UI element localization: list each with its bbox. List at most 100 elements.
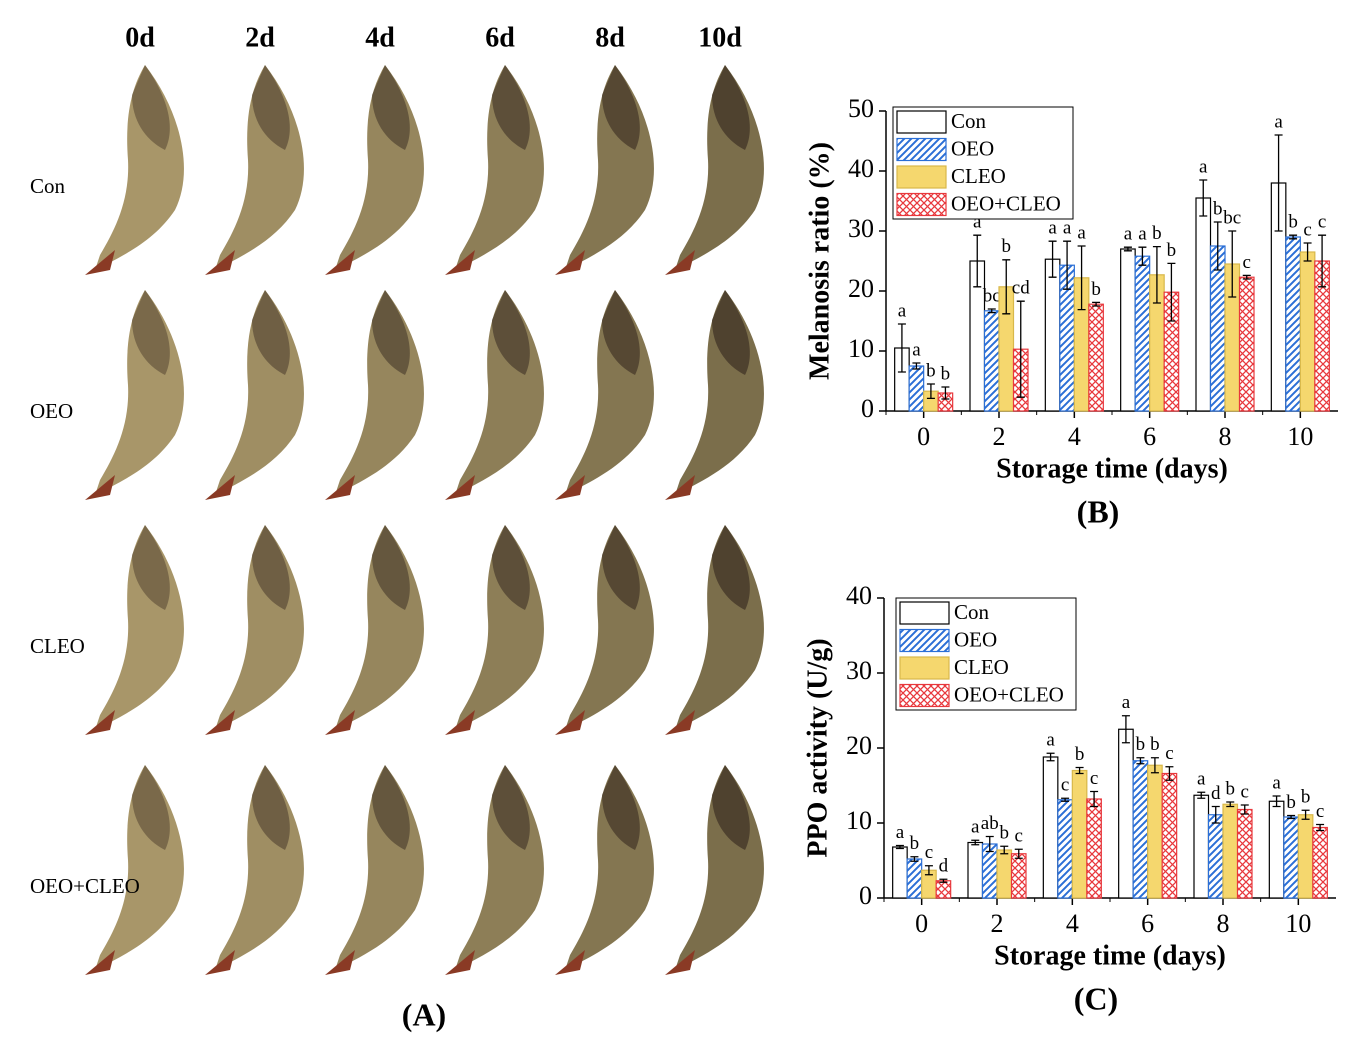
y-tick-label: 10 (846, 806, 872, 835)
error-bar (987, 308, 996, 314)
shrimp-tail (325, 950, 355, 975)
x-tick-label: 0 (917, 422, 930, 451)
legend-label: OEO+CLEO (954, 682, 1064, 706)
bar (1312, 826, 1328, 899)
significance-letter: b (1213, 198, 1223, 219)
x-tick-label: 0 (915, 909, 928, 938)
shrimp-head (252, 65, 290, 150)
shrimp-tail (665, 250, 695, 275)
error-bar (1167, 262, 1176, 322)
bar (1057, 799, 1073, 899)
legend-swatch (899, 628, 950, 653)
error-bar (895, 844, 904, 850)
significance-letter: a (1124, 224, 1133, 245)
significance-letter: c (1090, 768, 1098, 789)
significance-letter: a (1138, 224, 1147, 245)
panel-label: (B) (1077, 493, 1120, 529)
error-bar (1150, 757, 1159, 774)
bar (1222, 803, 1239, 899)
error-bar (1136, 757, 1145, 765)
bar (1268, 800, 1285, 899)
shrimp-head (252, 290, 290, 375)
error-bar (910, 856, 919, 862)
shrimp-tail (205, 710, 235, 735)
shrimp-tail (555, 250, 585, 275)
shrimp-tail (205, 250, 235, 275)
significance-letter: b (926, 360, 936, 381)
shrimp-head (132, 290, 170, 375)
error-bar (1318, 234, 1327, 288)
legend-swatch (896, 192, 947, 217)
shrimp-head (372, 290, 410, 375)
error-bar (1240, 804, 1249, 815)
significance-letter: a (1274, 111, 1283, 132)
bar (1285, 236, 1301, 412)
x-tick-label: 6 (1141, 909, 1154, 938)
shrimp-head (712, 290, 750, 375)
shrimp-tail (85, 710, 115, 735)
significance-letter: a (898, 300, 907, 321)
significance-letter: b (941, 363, 951, 384)
error-bar (971, 839, 980, 846)
significance-letter: a (1048, 218, 1057, 239)
error-bar (941, 386, 950, 400)
shrimp-tail (445, 710, 475, 735)
row-label: Con (30, 174, 66, 198)
error-bar (1228, 230, 1237, 298)
significance-letter: c (1061, 775, 1069, 796)
error-bar (1014, 848, 1023, 859)
error-bar (1090, 790, 1099, 808)
error-bar (1061, 797, 1070, 802)
shrimp-head (372, 65, 410, 150)
legend-label: OEO+CLEO (951, 191, 1061, 215)
shrimp-tail (205, 475, 235, 500)
error-bar (1138, 246, 1147, 266)
significance-letter: b (1226, 778, 1236, 799)
shrimp-photo (215, 65, 304, 270)
bar (1132, 760, 1149, 899)
bar (1195, 197, 1212, 412)
error-bar (1199, 179, 1208, 217)
bar (935, 880, 952, 899)
significance-letter: a (912, 339, 921, 360)
significance-letter: d (1211, 783, 1221, 804)
significance-letter: a (1199, 156, 1208, 177)
error-bar (1301, 809, 1310, 820)
legend-label: OEO (951, 136, 994, 160)
error-bar (1077, 245, 1086, 311)
y-tick-label: 30 (848, 214, 874, 243)
x-tick-label: 2 (991, 909, 1004, 938)
error-bar (985, 835, 994, 853)
significance-letter: a (896, 822, 905, 843)
error-bar (926, 383, 935, 400)
shrimp-head (492, 65, 530, 150)
bar (906, 858, 923, 899)
bar (908, 365, 925, 412)
column-header: 0d (125, 22, 155, 53)
error-bar (1002, 259, 1011, 315)
y-tick-label: 0 (861, 394, 874, 423)
error-bar (1274, 134, 1283, 232)
x-tick-label: 10 (1285, 909, 1311, 938)
error-bar (1121, 715, 1130, 744)
significance-letter: cd (1012, 278, 1030, 299)
bar (967, 841, 984, 899)
legend-label: Con (951, 109, 987, 133)
shrimp-head (132, 765, 170, 850)
shrimp-head (602, 65, 640, 150)
y-tick-label: 0 (859, 881, 872, 910)
bar (1088, 303, 1104, 412)
shrimp-head (712, 765, 750, 850)
error-bar (1152, 245, 1161, 304)
shrimp-tail (445, 250, 475, 275)
row-label: OEO (30, 399, 73, 423)
error-bar (1048, 240, 1057, 278)
significance-letter: c (1241, 781, 1249, 802)
error-bar (1303, 242, 1312, 262)
y-tick-label: 40 (846, 581, 872, 610)
significance-letter: a (1122, 692, 1131, 713)
shrimp-photo (215, 525, 304, 730)
legend-label: OEO (954, 627, 997, 651)
significance-letter: ab (981, 813, 999, 834)
